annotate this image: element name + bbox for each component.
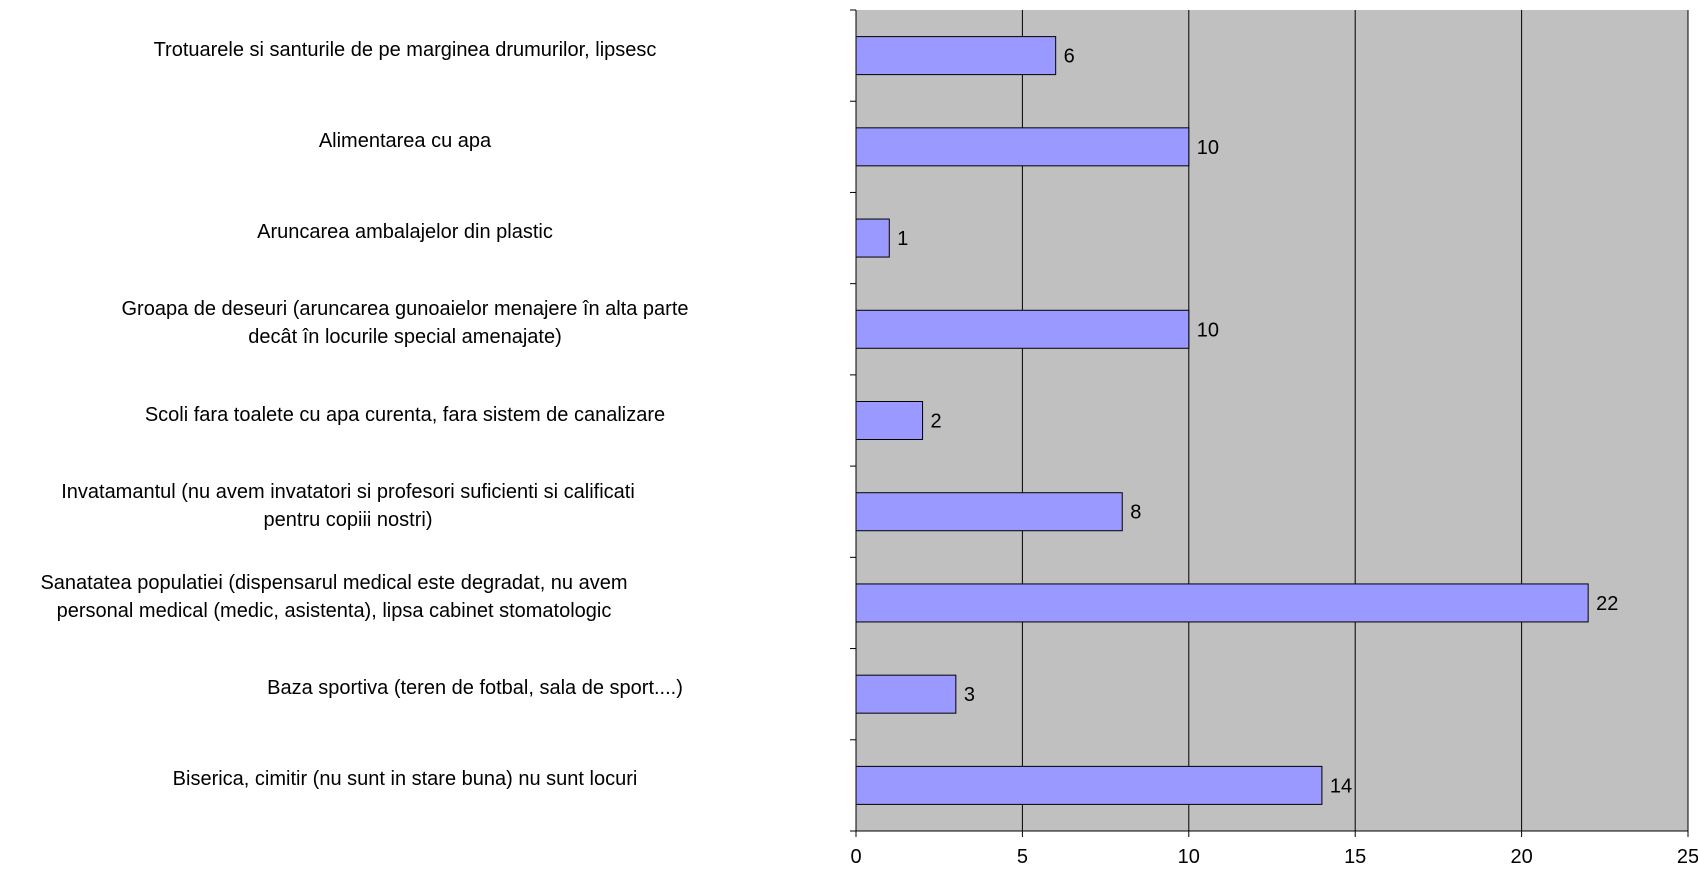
- category-label: Sanatatea populatiei (dispensarul medica…: [0, 569, 684, 625]
- category-label-line: Biserica, cimitir (nu sunt in stare buna…: [172, 768, 638, 791]
- x-tick-label: 25: [1677, 846, 1698, 868]
- category-label: Groapa de deseuri (aruncarea gunoaielor …: [55, 295, 755, 351]
- bar: [855, 583, 1589, 623]
- data-label: 3: [964, 684, 975, 706]
- bar: [855, 401, 924, 440]
- category-label: Aruncarea ambalajelor din plastic: [55, 218, 755, 246]
- bar: [855, 309, 1190, 349]
- data-label: 2: [931, 411, 942, 433]
- bar: [855, 127, 1190, 167]
- category-label: Biserica, cimitir (nu sunt in stare buna…: [55, 765, 755, 793]
- category-label-line: Groapa de deseuri (aruncarea gunoaielor …: [121, 298, 689, 321]
- category-label-line: decât în locurile special amenajate): [248, 326, 562, 349]
- data-label: 14: [1330, 775, 1352, 797]
- data-label: 1: [897, 228, 908, 250]
- category-label: Baza sportiva (teren de fotbal, sala de …: [125, 674, 825, 702]
- category-label: Alimentarea cu apa: [55, 127, 755, 155]
- category-label-line: Alimentarea cu apa: [318, 129, 492, 152]
- category-label: Invatamantul (nu avem invatatori si prof…: [0, 478, 698, 534]
- category-label-line: Scoli fara toalete cu apa curenta, fara …: [144, 403, 666, 426]
- bar: [855, 36, 1057, 76]
- data-label: 10: [1197, 319, 1219, 341]
- bar: [855, 765, 1323, 805]
- category-label: Scoli fara toalete cu apa curenta, fara …: [55, 401, 755, 429]
- data-label: 22: [1596, 593, 1618, 615]
- data-label: 10: [1197, 137, 1219, 159]
- category-label-line: Trotuarele si santurile de pe marginea d…: [153, 38, 657, 61]
- x-tick-label: 0: [850, 846, 861, 868]
- bar: [855, 492, 1123, 532]
- x-tick-label: 20: [1510, 846, 1532, 868]
- bar: [855, 218, 890, 258]
- category-label-line: Aruncarea ambalajelor din plastic: [257, 221, 553, 244]
- x-tick-label: 15: [1344, 846, 1366, 868]
- category-label-line: Invatamantul (nu avem invatatori si prof…: [61, 480, 635, 503]
- category-label-line: pentru copiii nostri): [263, 508, 433, 531]
- data-label: 6: [1064, 46, 1075, 68]
- data-label: 8: [1130, 502, 1141, 524]
- category-label-line: Baza sportiva (teren de fotbal, sala de …: [267, 677, 683, 700]
- x-tick-label: 5: [1017, 846, 1028, 868]
- bar: [855, 674, 957, 714]
- category-label-line: Sanatatea populatiei (dispensarul medica…: [40, 571, 628, 594]
- x-tick-label: 10: [1178, 846, 1200, 868]
- category-label: Trotuarele si santurile de pe marginea d…: [55, 36, 755, 64]
- category-label-line: personal medical (medic, asistenta), lip…: [56, 599, 612, 622]
